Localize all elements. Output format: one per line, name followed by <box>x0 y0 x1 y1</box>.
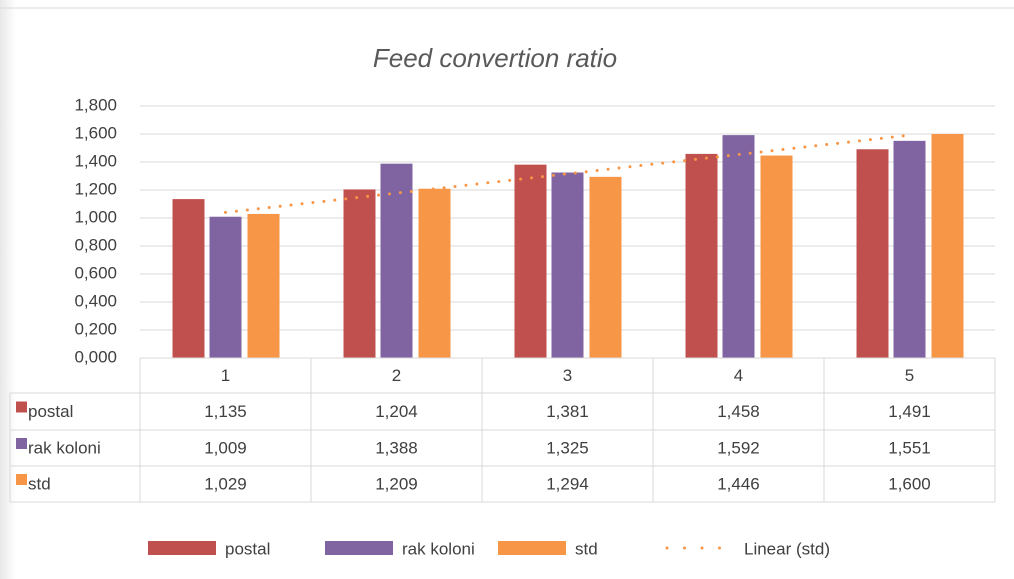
table-legend-key <box>16 438 27 449</box>
table-value: 1,135 <box>204 402 247 421</box>
table-value: 1,204 <box>375 402 418 421</box>
table-row-label: rak koloni <box>28 438 101 457</box>
table-row-label: std <box>28 474 51 493</box>
chart-title: Feed convertion ratio <box>373 43 617 73</box>
legend-swatch <box>498 541 566 555</box>
table-value: 1,551 <box>888 438 931 457</box>
bar <box>685 153 718 358</box>
legend-label: Linear (std) <box>744 539 830 558</box>
y-tick-label: 1,800 <box>74 95 117 114</box>
bar <box>931 134 964 358</box>
table-value: 1,600 <box>888 474 931 493</box>
table-legend-key <box>16 401 27 413</box>
bar <box>893 140 926 358</box>
legend-label: std <box>575 539 598 558</box>
table-value: 1,209 <box>375 474 418 493</box>
bar <box>380 163 413 358</box>
bar <box>343 189 376 358</box>
bar <box>172 199 205 358</box>
table-row-label: postal <box>28 402 73 421</box>
table-value: 1,381 <box>546 402 589 421</box>
y-tick-label: 1,400 <box>74 151 117 170</box>
bar <box>722 135 755 358</box>
table-value: 1,592 <box>717 438 760 457</box>
y-tick-label: 0,600 <box>74 263 117 282</box>
bar <box>551 172 584 358</box>
bar <box>209 216 242 358</box>
bar <box>418 188 451 358</box>
table-value: 1,458 <box>717 402 760 421</box>
x-tick-label: 4 <box>734 366 743 385</box>
legend-swatch <box>325 541 393 555</box>
y-tick-label: 0,400 <box>74 291 117 310</box>
bar <box>247 213 280 358</box>
bar <box>760 155 793 358</box>
edge-shade <box>0 0 16 579</box>
table-legend-key <box>16 474 27 485</box>
y-tick-label: 0,200 <box>74 319 117 338</box>
bar <box>856 149 889 358</box>
y-tick-label: 1,200 <box>74 179 117 198</box>
table-value: 1,388 <box>375 438 418 457</box>
legend-swatch <box>148 541 216 555</box>
table-value: 1,294 <box>546 474 589 493</box>
table-value: 1,446 <box>717 474 760 493</box>
table-value: 1,491 <box>888 402 931 421</box>
legend-label: postal <box>225 539 270 558</box>
table-value: 1,325 <box>546 438 589 457</box>
x-tick-label: 2 <box>392 366 401 385</box>
bar <box>589 176 622 358</box>
table-value: 1,029 <box>204 474 247 493</box>
x-tick-label: 3 <box>563 366 572 385</box>
y-tick-label: 1,000 <box>74 207 117 226</box>
table-value: 1,009 <box>204 438 247 457</box>
y-tick-label: 0,800 <box>74 235 117 254</box>
y-tick-label: 1,600 <box>74 123 117 142</box>
y-tick-label: 0,000 <box>74 347 117 366</box>
x-tick-label: 5 <box>905 366 914 385</box>
legend-label: rak koloni <box>402 539 475 558</box>
x-tick-label: 1 <box>221 366 230 385</box>
bar <box>514 164 547 358</box>
